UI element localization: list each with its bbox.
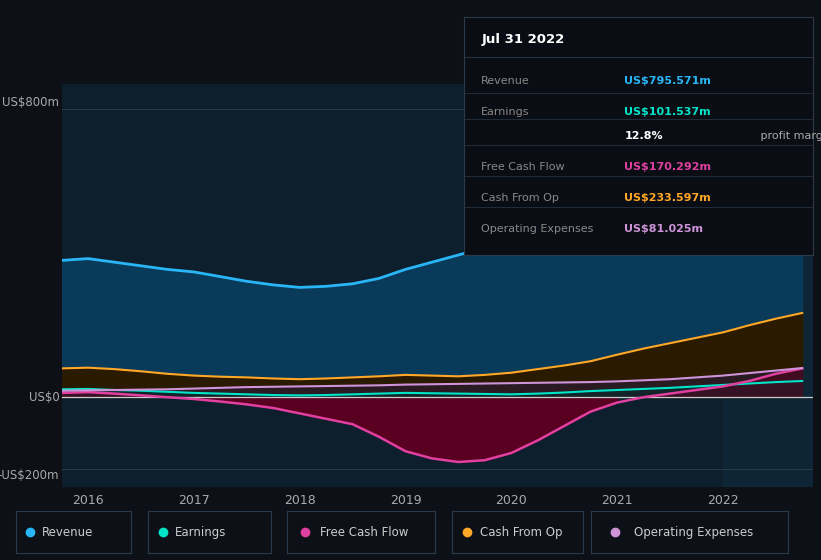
Text: US$81.025m: US$81.025m — [624, 224, 704, 234]
Text: Revenue: Revenue — [481, 76, 530, 86]
Text: -US$200m: -US$200m — [0, 469, 59, 482]
Text: Operating Expenses: Operating Expenses — [635, 526, 754, 539]
Text: Earnings: Earnings — [175, 526, 227, 539]
Text: US$101.537m: US$101.537m — [624, 108, 711, 117]
Text: US$0: US$0 — [29, 391, 59, 404]
Text: US$800m: US$800m — [2, 96, 59, 109]
Text: profit margin: profit margin — [757, 131, 821, 141]
Text: US$170.292m: US$170.292m — [624, 162, 711, 172]
Text: Operating Expenses: Operating Expenses — [481, 224, 594, 234]
Text: Free Cash Flow: Free Cash Flow — [320, 526, 408, 539]
Bar — [722, 84, 813, 487]
Text: US$795.571m: US$795.571m — [624, 76, 711, 86]
Text: Revenue: Revenue — [42, 526, 93, 539]
Text: Earnings: Earnings — [481, 108, 530, 117]
Text: Free Cash Flow: Free Cash Flow — [481, 162, 565, 172]
Text: 12.8%: 12.8% — [624, 131, 663, 141]
Text: US$233.597m: US$233.597m — [624, 193, 711, 203]
Text: Cash From Op: Cash From Op — [480, 526, 563, 539]
Text: Jul 31 2022: Jul 31 2022 — [481, 34, 565, 46]
Text: Cash From Op: Cash From Op — [481, 193, 559, 203]
